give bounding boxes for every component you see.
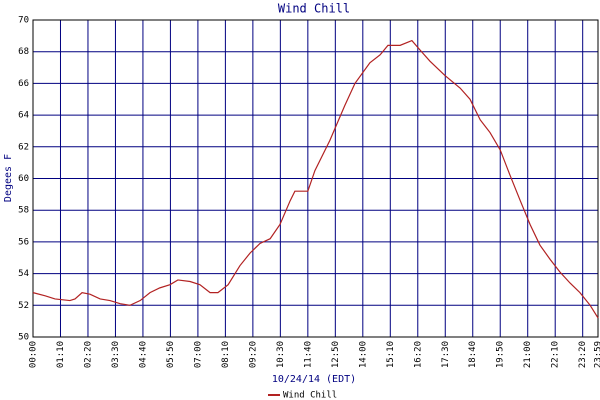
x-tick-label: 05:50 bbox=[166, 341, 176, 368]
y-tick-label: 64 bbox=[18, 111, 29, 121]
x-tick-label: 18:40 bbox=[468, 341, 478, 368]
y-tick-label: 56 bbox=[18, 237, 29, 247]
x-tick-label: 03:30 bbox=[111, 341, 121, 368]
y-tick-label: 62 bbox=[18, 142, 29, 152]
x-tick-label: 04:40 bbox=[138, 341, 148, 368]
x-tick-label: 12:50 bbox=[331, 341, 341, 368]
chart-title: Wind Chill bbox=[278, 2, 350, 16]
y-tick-label: 60 bbox=[18, 174, 29, 184]
x-tick-label: 22:10 bbox=[551, 341, 561, 368]
x-tick-label: 01:10 bbox=[56, 341, 66, 368]
x-tick-label: 10:30 bbox=[276, 341, 286, 368]
plot-border bbox=[32, 19, 599, 338]
x-tick-label: 00:00 bbox=[29, 341, 39, 368]
y-tick-label: 68 bbox=[18, 47, 29, 57]
x-tick-label: 17:30 bbox=[441, 341, 451, 368]
y-tick-label: 54 bbox=[18, 269, 29, 279]
y-tick-label: 52 bbox=[18, 301, 29, 311]
x-tick-label: 23:59 bbox=[594, 341, 600, 368]
x-tick-label: 09:20 bbox=[248, 341, 258, 368]
x-tick-label: 16:20 bbox=[413, 341, 423, 368]
x-tick-label: 11:40 bbox=[303, 341, 313, 368]
x-tick-label: 19:50 bbox=[496, 341, 506, 368]
y-tick-label: 50 bbox=[18, 333, 29, 343]
x-tick-label: 15:10 bbox=[386, 341, 396, 368]
y-tick-label: 70 bbox=[18, 16, 29, 26]
x-tick-label: 23:20 bbox=[578, 341, 588, 368]
x-axis-label: 10/24/14 (EDT) bbox=[272, 374, 356, 385]
x-tick-label: 21:00 bbox=[523, 341, 533, 368]
y-tick-label: 58 bbox=[18, 206, 29, 216]
y-tick-label: 66 bbox=[18, 79, 29, 89]
legend-label: Wind Chill bbox=[283, 391, 337, 400]
x-tick-label: 14:00 bbox=[358, 341, 368, 368]
x-tick-label: 08:10 bbox=[221, 341, 231, 368]
y-axis-label: Degees F bbox=[3, 154, 14, 202]
x-tick-label: 02:20 bbox=[83, 341, 93, 368]
x-tick-label: 07:00 bbox=[193, 341, 203, 368]
line bbox=[32, 39, 599, 319]
